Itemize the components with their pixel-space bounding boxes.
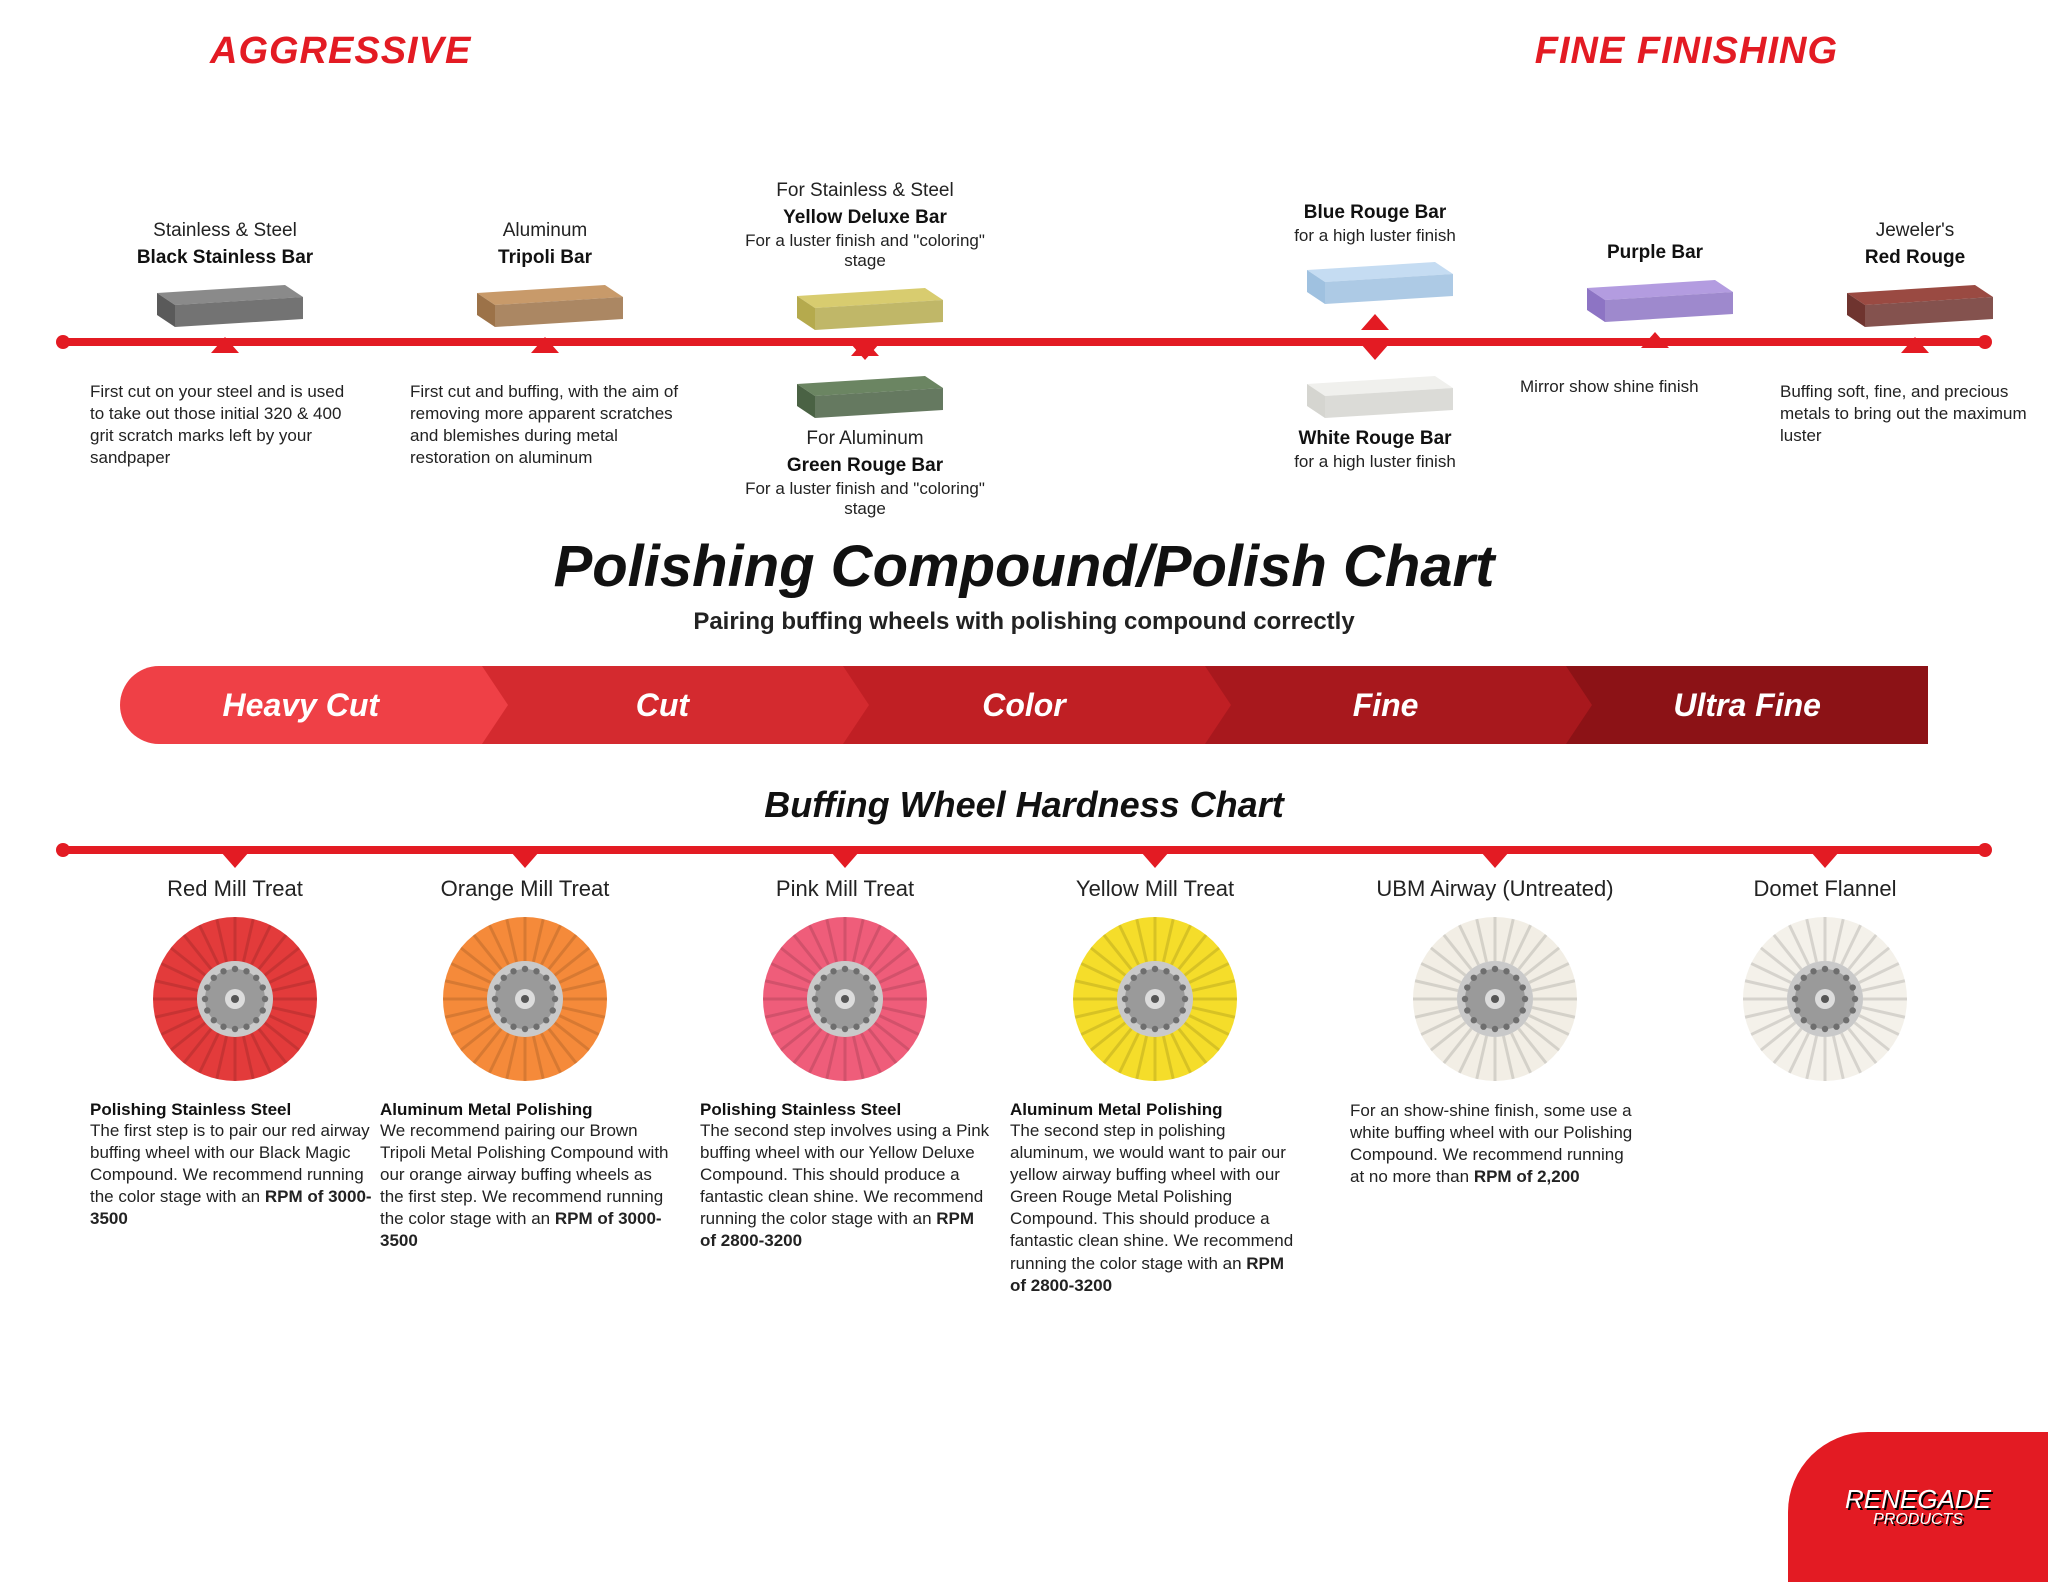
wheel-icon <box>760 914 930 1084</box>
pointer-icon <box>1141 852 1169 868</box>
main-title: Polishing Compound/Polish Chart <box>60 533 1988 600</box>
compound-item: Stainless & Steel Black Stainless Bar Fir… <box>90 220 360 469</box>
stage-heavy-cut: Heavy Cut <box>120 666 482 744</box>
pointer-icon <box>211 337 239 353</box>
wheel-bold: Aluminum Metal Polishing <box>1010 1100 1300 1120</box>
wheel-desc: The first step is to pair our red airway… <box>90 1120 380 1230</box>
pointer-icon <box>1361 344 1389 360</box>
wheel-item: UBM Airway (Untreated) For an show-shine… <box>1350 852 1640 1188</box>
pointer-icon <box>851 344 879 360</box>
brand-logo: RENEGADE PRODUCTS <box>1788 1432 2048 1582</box>
wheels-row: Red Mill Treat Polishing Stainless Steel… <box>60 846 1988 1326</box>
compound-desc: First cut on your steel and is used to t… <box>90 381 360 469</box>
compound-sub: For a luster finish and "coloring" stage <box>730 231 1000 272</box>
compound-bar-icon <box>465 275 625 331</box>
compound-bar-icon <box>785 278 945 334</box>
wheel-name: Pink Mill Treat <box>700 876 990 902</box>
wheel-item: Pink Mill Treat Polishing Stainless Stee… <box>700 852 990 1253</box>
main-subtitle: Pairing buffing wheels with polishing co… <box>60 608 1988 636</box>
wheel-name: Orange Mill Treat <box>380 876 670 902</box>
wheel-desc: We recommend pairing our Brown Tripoli M… <box>380 1120 670 1253</box>
compound-name: Blue Rouge Bar <box>1240 202 1510 224</box>
wheel-icon <box>1740 914 1910 1084</box>
compound-name: Black Stainless Bar <box>90 247 360 269</box>
wheel-desc: For an show-shine finish, some use a whi… <box>1350 1100 1640 1188</box>
wheel-name: Yellow Mill Treat <box>1010 876 1300 902</box>
compound-item: For Stainless & Steel Yellow Deluxe BarFo… <box>730 180 1000 356</box>
wheel-item: Red Mill Treat Polishing Stainless Steel… <box>90 852 380 1230</box>
compound-name: Green Rouge Bar <box>730 455 1000 477</box>
wheel-bold: Polishing Stainless Steel <box>700 1100 990 1120</box>
compound-desc: First cut and buffing, with the aim of r… <box>410 381 680 469</box>
compound-sub: for a high luster finish <box>1240 452 1510 472</box>
compound-sub: for a high luster finish <box>1240 226 1510 246</box>
compounds-timeline: Stainless & Steel Black Stainless Bar Fir… <box>60 83 1988 503</box>
pointer-icon <box>831 852 859 868</box>
pointer-icon <box>1361 314 1389 330</box>
aggressive-header: AGGRESSIVE <box>210 30 471 73</box>
compound-name: Purple Bar <box>1520 242 1790 264</box>
wheel-name: UBM Airway (Untreated) <box>1350 876 1640 902</box>
stage-fine: Fine <box>1205 666 1567 744</box>
wheel-bold: Polishing Stainless Steel <box>90 1100 380 1120</box>
wheel-name: Domet Flannel <box>1680 876 1970 902</box>
wheel-name: Red Mill Treat <box>90 876 380 902</box>
pointer-icon <box>511 852 539 868</box>
wheel-rpm: RPM of 3000-3500 <box>380 1209 662 1250</box>
stage-ultra-fine: Ultra Fine <box>1566 666 1928 744</box>
compound-item: Purple Bar Mirror show shine finish <box>1520 242 1790 398</box>
logo-line1: RENEGADE <box>1845 1486 1991 1512</box>
pointer-icon <box>221 852 249 868</box>
hardness-title: Buffing Wheel Hardness Chart <box>60 784 1988 826</box>
wheel-desc: The second step involves using a Pink bu… <box>700 1120 990 1253</box>
compound-sub: For a luster finish and "coloring" stage <box>730 479 1000 520</box>
wheel-item: Orange Mill Treat Aluminum Metal Polishi… <box>380 852 670 1253</box>
wheel-icon <box>440 914 610 1084</box>
wheel-bold: Aluminum Metal Polishing <box>380 1100 670 1120</box>
pointer-icon <box>531 337 559 353</box>
compound-label: Jeweler's <box>1780 220 2048 243</box>
logo-line2: PRODUCTS <box>1845 1512 1991 1528</box>
stage-color: Color <box>843 666 1205 744</box>
wheel-rpm: RPM of 2800-3200 <box>700 1209 974 1250</box>
fine-header: FINE FINISHING <box>1535 30 1838 73</box>
compound-bar-icon <box>785 366 945 422</box>
section-headers: AGGRESSIVE FINE FINISHING <box>60 30 1988 73</box>
stages-bar: Heavy CutCutColorFineUltra Fine <box>120 666 1928 744</box>
wheel-rpm: RPM of 2800-3200 <box>1010 1254 1284 1295</box>
stage-cut: Cut <box>482 666 844 744</box>
compound-name: Red Rouge <box>1780 247 2048 269</box>
compound-item: Aluminum Tripoli Bar First cut and buffin… <box>410 220 680 469</box>
compound-desc: Buffing soft, fine, and precious metals … <box>1780 381 2048 447</box>
compound-desc: Mirror show shine finish <box>1520 376 1790 398</box>
wheel-icon <box>1070 914 1240 1084</box>
wheel-icon <box>1410 914 1580 1084</box>
compound-label: For Stainless & Steel <box>730 180 1000 203</box>
compound-name: White Rouge Bar <box>1240 428 1510 450</box>
wheel-icon <box>150 914 320 1084</box>
compound-bar-icon <box>145 275 305 331</box>
wheel-desc: The second step in polishing aluminum, w… <box>1010 1120 1300 1297</box>
compound-bar-icon <box>1835 275 1995 331</box>
compound-item: White Rouge Barfor a high luster finish <box>1240 344 1510 472</box>
wheel-rpm: RPM of 2,200 <box>1474 1167 1580 1186</box>
compound-bar-icon <box>1575 270 1735 326</box>
compound-item: For Aluminum Green Rouge BarFor a luster … <box>730 344 1000 520</box>
wheel-item: Yellow Mill Treat Aluminum Metal Polishi… <box>1010 852 1300 1297</box>
compound-label: For Aluminum <box>730 428 1000 451</box>
compound-label: Stainless & Steel <box>90 220 360 243</box>
compound-bar-icon <box>1295 252 1455 308</box>
compound-item: Blue Rouge Barfor a high luster finish <box>1240 202 1510 330</box>
pointer-icon <box>1641 332 1669 348</box>
compound-name: Yellow Deluxe Bar <box>730 207 1000 229</box>
compound-bar-icon <box>1295 366 1455 422</box>
compound-label: Aluminum <box>410 220 680 243</box>
compound-item: Jeweler's Red Rouge Buffing soft, fine, a… <box>1780 220 2048 447</box>
wheel-item: Domet Flannel <box>1680 852 1970 1100</box>
pointer-icon <box>1481 852 1509 868</box>
wheel-rpm: RPM of 3000-3500 <box>90 1187 372 1228</box>
compound-name: Tripoli Bar <box>410 247 680 269</box>
pointer-icon <box>1901 337 1929 353</box>
pointer-icon <box>1811 852 1839 868</box>
